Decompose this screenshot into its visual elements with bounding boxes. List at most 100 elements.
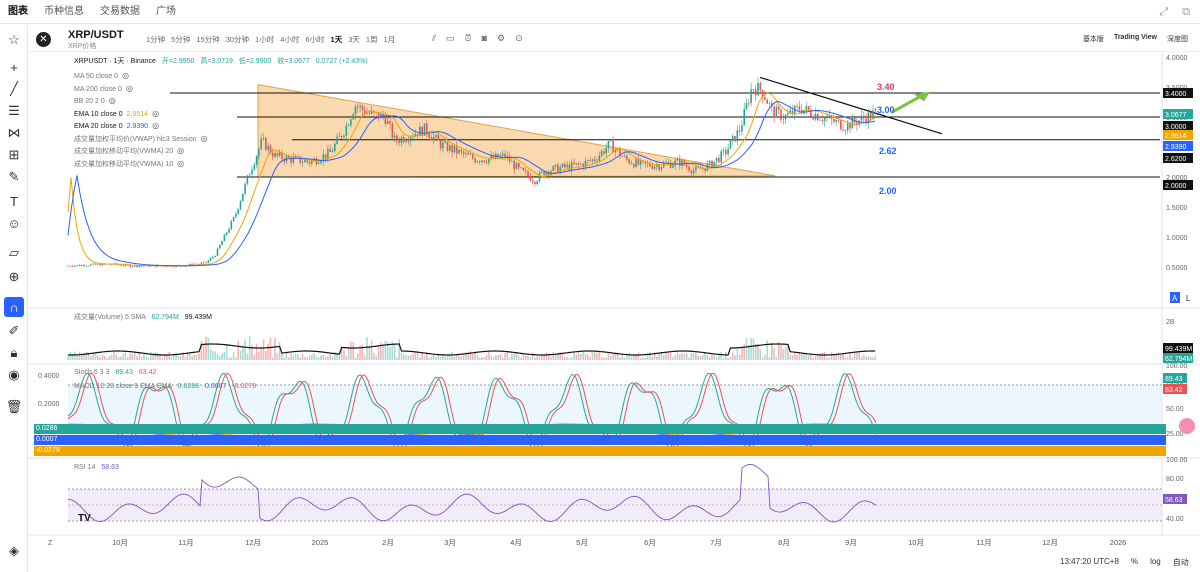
replay-icon[interactable]: ⊙: [515, 33, 523, 43]
timeframe-4[interactable]: 1小时: [255, 35, 275, 44]
volume-bar: [557, 354, 559, 360]
volume-bar: [336, 352, 338, 360]
candle-body: [568, 164, 571, 171]
indicator-row[interactable]: EMA 20 close 0 2.9390 ◎: [74, 120, 208, 133]
volume-bar: [835, 354, 837, 360]
camera-icon[interactable]: ◙: [481, 33, 487, 43]
timeframe-7[interactable]: 1天: [330, 35, 343, 44]
lock-icon[interactable]: 🔒︎: [10, 345, 18, 360]
close-icon[interactable]: ✕: [36, 32, 51, 47]
lock-drawing-icon[interactable]: ✐: [8, 323, 20, 338]
indicator-row[interactable]: EMA 10 close 0 2.9514 ◎: [74, 108, 208, 121]
settings-icon[interactable]: ⚙︎: [497, 33, 506, 43]
eye-icon[interactable]: ◎: [152, 108, 160, 118]
indicator-row[interactable]: BB 20 2 0 ◎: [74, 95, 208, 108]
crosshair-icon[interactable]: +: [10, 59, 18, 75]
layers-icon[interactable]: ◈: [9, 543, 19, 558]
timeframe-2[interactable]: 15分钟: [196, 35, 220, 44]
eye-icon[interactable]: ◎: [121, 71, 129, 80]
timeframe-8[interactable]: 3天: [348, 35, 360, 44]
eye-icon[interactable]: ◎: [200, 133, 208, 143]
volume-bar: [465, 352, 467, 360]
eye-icon[interactable]: ◎: [177, 146, 185, 155]
volume-bar: [175, 353, 177, 360]
ruler-icon[interactable]: ▱: [9, 245, 19, 260]
volume-bar: [136, 356, 138, 360]
candle-body: [230, 221, 233, 229]
timeframe-0[interactable]: 1分钟: [146, 35, 166, 44]
eye-icon[interactable]: ◎: [108, 96, 116, 105]
candle-body: [780, 109, 782, 120]
view-tradingview[interactable]: Trading View: [1113, 34, 1157, 41]
indicator-row[interactable]: 成交量加权移动平均(VWMA) 20 ◎: [74, 145, 208, 158]
zoom-icon[interactable]: ⊕: [8, 269, 20, 284]
text-icon[interactable]: T: [10, 193, 18, 209]
indicator-row[interactable]: MA 50 close 0 ◎: [74, 70, 208, 83]
timeframe-3[interactable]: 30分钟: [225, 35, 250, 44]
volume-bar: [124, 352, 127, 360]
expand-icon[interactable]: ⤢: [1159, 6, 1169, 18]
indicator-row[interactable]: 成交量加权平均价(VWAP) hlc3 Session ◎: [74, 133, 208, 146]
eye-icon[interactable]: ◎: [152, 121, 160, 130]
tab-coin-info[interactable]: 币种信息: [44, 5, 84, 17]
indicator-label: MA 200 close 0: [74, 85, 122, 93]
volume-bar: [170, 356, 173, 360]
template-icon[interactable]: ▭: [446, 33, 455, 43]
candle-body: [766, 99, 768, 104]
trendline-icon[interactable]: ╱: [10, 81, 18, 96]
view-basic[interactable]: 基本版: [1082, 36, 1104, 43]
price-tag-label: 2.0000: [1165, 183, 1187, 190]
forecast-icon[interactable]: ⊞: [8, 147, 20, 162]
indicator-row[interactable]: 成交量加权移动平均(VWMA) 10 ◎: [74, 158, 208, 171]
brush-icon[interactable]: ✎: [8, 169, 20, 184]
percent-toggle[interactable]: %: [1130, 557, 1139, 566]
candle-body: [674, 160, 676, 166]
timeframe-6[interactable]: 6小时: [305, 35, 325, 44]
view-depth[interactable]: 深度图: [1167, 36, 1188, 43]
timeframe-1[interactable]: 5分钟: [171, 35, 191, 44]
tab-square[interactable]: 广场: [156, 5, 176, 17]
log-toggle[interactable]: log: [1150, 557, 1161, 566]
indicator-label: MA 50 close 0: [74, 73, 118, 80]
auto-toggle[interactable]: 自动: [1172, 558, 1189, 567]
magnet-icon[interactable]: ∩: [4, 297, 24, 317]
indicator-row[interactable]: MA 200 close 0 ◎: [74, 83, 208, 96]
rsi-legend: RSI 14 58.63: [74, 464, 119, 471]
candle-body: [469, 154, 472, 155]
candle-body: [398, 141, 400, 143]
volume-bar: [216, 354, 219, 360]
time-axis-label: 2026: [1110, 538, 1127, 547]
volume-bar: [255, 343, 258, 360]
candle-body: [242, 193, 244, 202]
candle-body: [727, 148, 729, 155]
volume-bar: [743, 343, 745, 360]
candle-body: [248, 174, 251, 176]
popout-icon[interactable]: ⧉: [1182, 6, 1190, 18]
tab-trade-data[interactable]: 交易数据: [100, 5, 140, 17]
pattern-icon[interactable]: ⋈: [7, 125, 21, 140]
volume-bar: [759, 349, 762, 360]
candle-body: [209, 258, 212, 261]
candle-body: [715, 157, 718, 162]
eye-icon[interactable]: ◎: [125, 83, 133, 93]
timeframe-5[interactable]: 4小时: [280, 35, 300, 44]
volume-bar: [78, 351, 81, 360]
timeframe-9[interactable]: 1周: [365, 35, 378, 44]
symbol-title[interactable]: XRP/USDT: [68, 29, 124, 41]
fib-icon[interactable]: ☰: [8, 103, 20, 118]
candle-body: [593, 159, 596, 162]
volume-bar: [294, 353, 297, 360]
alert-icon[interactable]: ⏰︎: [464, 33, 472, 43]
eye-icon[interactable]: ◉: [8, 367, 20, 382]
candle-body: [311, 160, 313, 164]
volume-bar: [168, 352, 170, 360]
indicator-icon[interactable]: ⫽: [432, 33, 437, 43]
star-icon[interactable]: ☆: [8, 32, 20, 47]
emoji-icon[interactable]: ☺: [7, 215, 21, 231]
eye-icon[interactable]: ◎: [177, 158, 185, 168]
tab-chart[interactable]: 图表: [8, 5, 28, 17]
volume-bar: [205, 336, 207, 360]
volume-bar: [741, 346, 743, 360]
trash-icon[interactable]: 🗑︎: [5, 399, 23, 414]
timeframe-10[interactable]: 1月: [383, 35, 396, 44]
